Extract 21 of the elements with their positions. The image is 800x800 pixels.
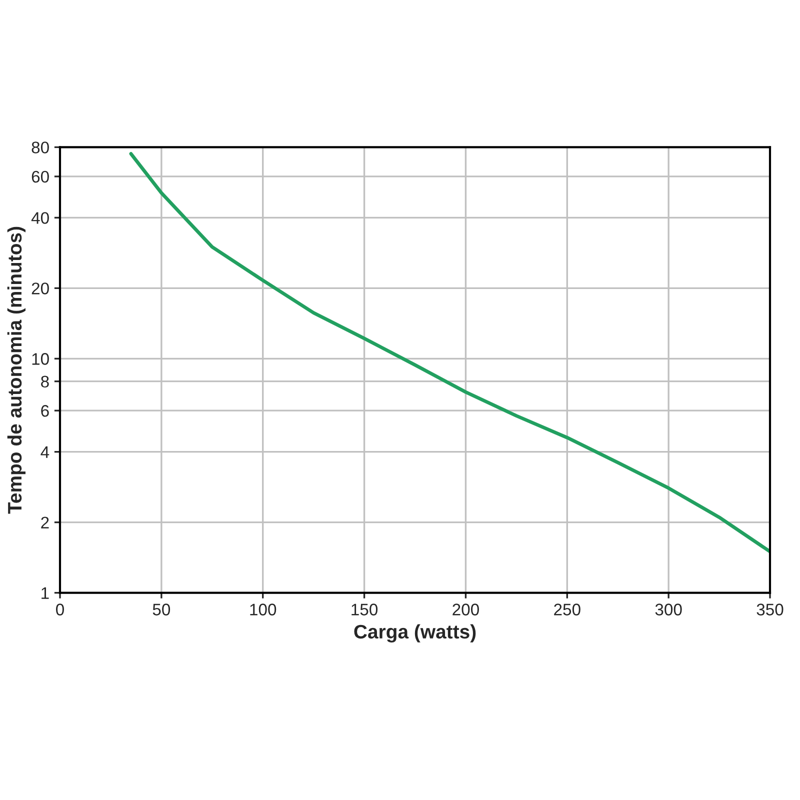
y-tick-label: 4	[40, 446, 50, 458]
x-axis-title: Carga (watts)	[354, 624, 476, 643]
y-axis-title: Tempo de autonomia (minutos)	[7, 226, 26, 514]
x-tick-label: 350	[756, 604, 784, 616]
x-tick-label: 0	[56, 604, 64, 616]
x-tick-label: 150	[352, 604, 378, 616]
y-tick-label: 60	[32, 170, 49, 183]
y-tick-label: 1	[42, 587, 49, 599]
y-tick-label: 6	[41, 405, 49, 417]
x-tick-label: 100	[250, 604, 276, 616]
x-tick-label: 50	[152, 604, 170, 616]
y-tick-label: 8	[41, 376, 49, 388]
y-tick-label: 2	[41, 516, 49, 528]
y-tick-label: 80	[32, 142, 49, 154]
y-tick-label: 10	[32, 353, 49, 365]
x-tick-label: 300	[655, 604, 682, 616]
y-tick-label: 20	[32, 282, 49, 294]
y-tick-label: 40	[31, 212, 49, 224]
line-series	[129, 152, 770, 554]
x-tick-label: 200	[452, 604, 479, 616]
x-tick-label: 250	[554, 604, 580, 616]
